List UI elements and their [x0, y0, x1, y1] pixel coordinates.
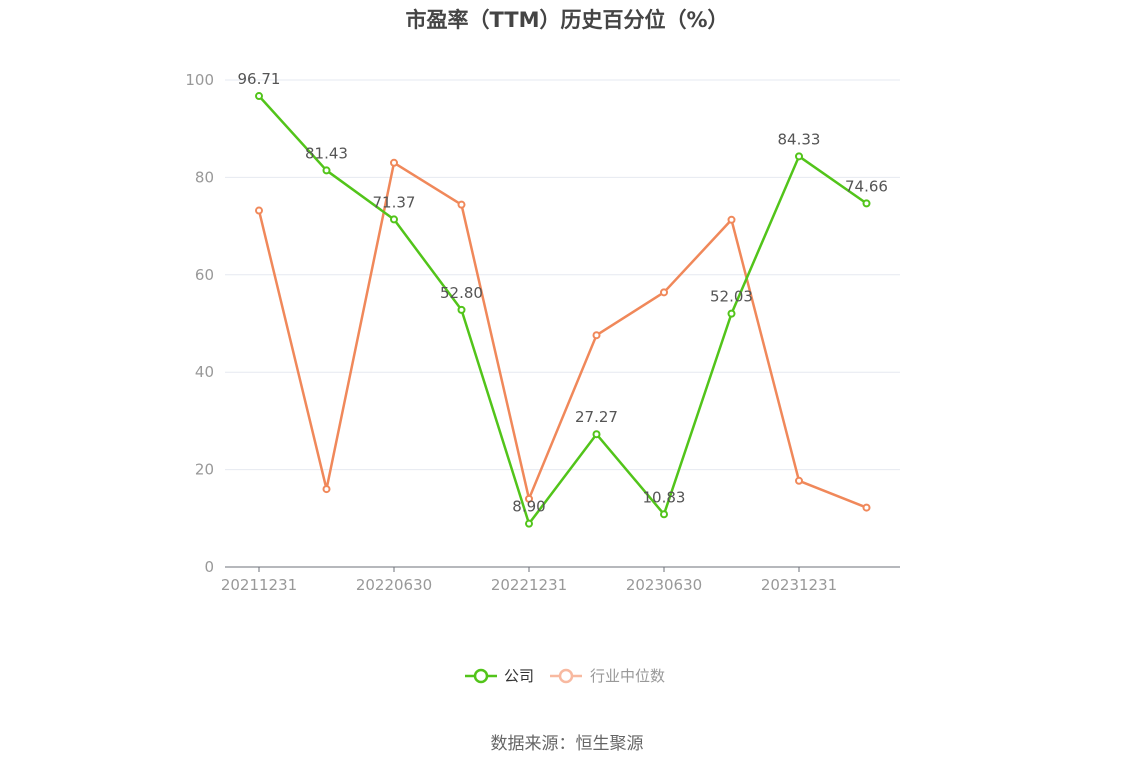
chart-title: 市盈率（TTM）历史百分位（%） — [405, 8, 729, 32]
data-point — [457, 200, 466, 209]
series-line — [258, 95, 868, 525]
data-point — [322, 166, 331, 175]
y-tick-label: 40 — [195, 363, 214, 381]
y-tick-label: 80 — [195, 168, 214, 186]
x-tick-label: 20220630 — [356, 576, 432, 594]
y-tick-label: 60 — [195, 266, 214, 284]
data-point — [592, 331, 601, 340]
x-tick-label: 20211231 — [221, 576, 297, 594]
legend-label: 公司 — [504, 667, 534, 685]
data-point — [727, 215, 736, 224]
data-point — [795, 152, 803, 161]
legend-label: 行业中位数 — [590, 667, 665, 685]
y-tick-label: 0 — [204, 558, 214, 576]
data-label: 84.33 — [778, 130, 821, 148]
series-line — [257, 161, 867, 509]
data-point — [592, 430, 601, 439]
data-point — [322, 485, 331, 494]
x-tick-label: 20221231 — [491, 576, 567, 594]
data-point — [660, 288, 668, 297]
data-label: 96.71 — [238, 70, 281, 88]
source-note: 数据来源：恒生聚源 — [490, 734, 644, 754]
data-point — [525, 519, 533, 528]
data-point — [390, 158, 398, 167]
data-label: 81.43 — [305, 144, 348, 162]
data-point — [862, 503, 871, 512]
data-label: 52.03 — [710, 288, 753, 306]
data-point — [795, 476, 803, 485]
data-point — [862, 199, 871, 208]
data-point — [457, 305, 466, 314]
data-label: 27.27 — [575, 408, 618, 426]
x-tick-label: 20231231 — [761, 576, 837, 594]
data-label: 10.83 — [643, 488, 686, 506]
data-point — [255, 92, 263, 101]
data-point — [525, 494, 533, 503]
data-point — [660, 510, 668, 519]
data-label: 74.66 — [845, 177, 888, 195]
data-point — [727, 309, 736, 318]
data-label: 8.90 — [512, 498, 545, 516]
legend-marker — [473, 668, 489, 684]
data-label: 71.37 — [373, 193, 416, 211]
y-tick-label: 100 — [185, 71, 214, 89]
y-tick-label: 20 — [195, 461, 214, 479]
data-label: 52.80 — [440, 284, 483, 302]
x-tick-label: 20230630 — [626, 576, 702, 594]
data-point — [255, 206, 263, 215]
legend-marker — [558, 668, 574, 684]
data-point — [390, 215, 398, 224]
